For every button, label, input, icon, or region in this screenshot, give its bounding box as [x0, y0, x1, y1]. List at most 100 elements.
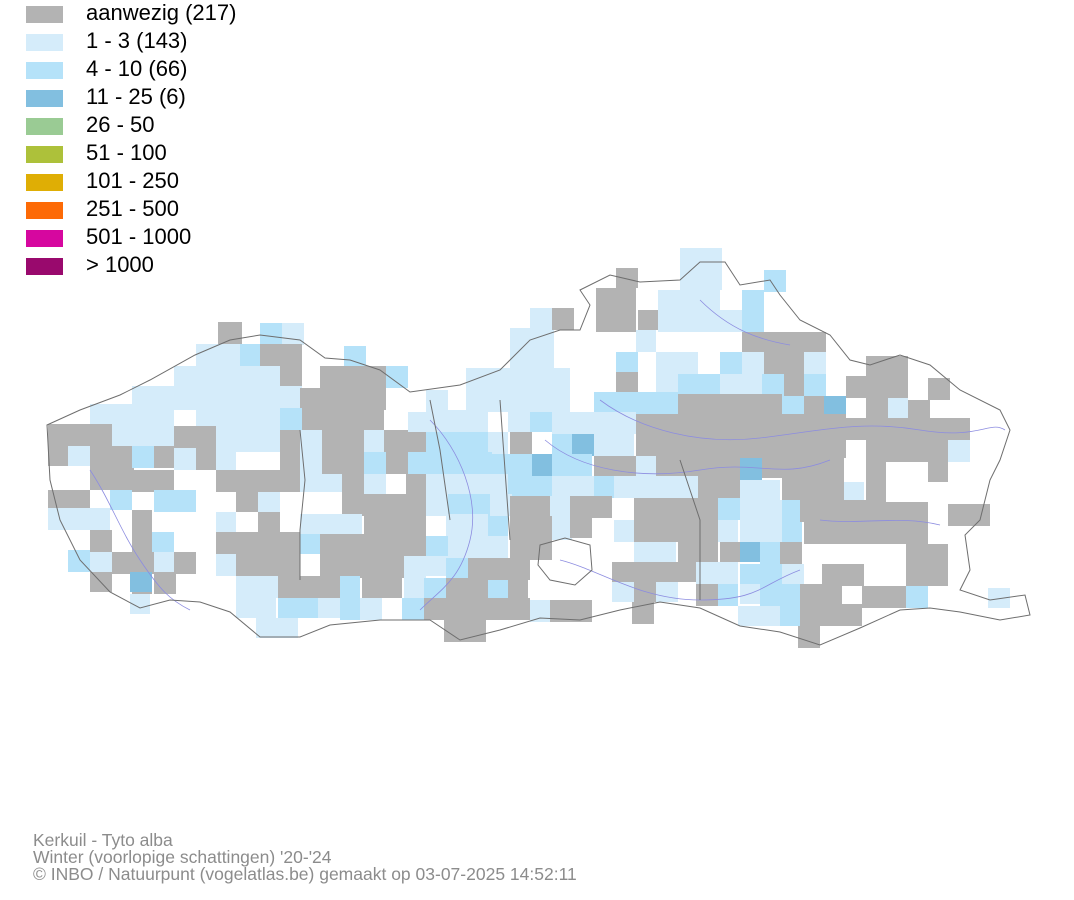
grid-cell — [782, 396, 804, 418]
grid-cell — [740, 458, 762, 480]
grid-cell — [488, 536, 508, 558]
grid-cell — [634, 498, 718, 542]
grid-cell — [616, 268, 638, 288]
legend-swatch-101-250 — [26, 174, 63, 191]
grid-cell — [596, 288, 636, 332]
legend-label-101-250: 101 - 250 — [86, 168, 179, 193]
legend-swatch-1000-plus — [26, 258, 63, 275]
grid-cell — [530, 600, 550, 622]
grid-cell — [342, 494, 426, 516]
grid-cell — [408, 452, 430, 474]
grid-cell — [300, 474, 342, 492]
grid-cell — [426, 390, 448, 410]
grid-cell — [468, 474, 488, 496]
grid-cell — [256, 618, 298, 638]
grid-cell — [236, 576, 278, 598]
grid-cell — [572, 434, 594, 456]
grid-cell — [320, 534, 404, 556]
grid-cell — [616, 372, 638, 394]
grid-cell — [154, 446, 176, 468]
grid-cell — [236, 490, 258, 512]
grid-cell — [928, 378, 950, 400]
grid-cell — [364, 474, 386, 496]
grid-cell — [490, 454, 532, 476]
grid-cell — [696, 584, 718, 606]
grid-cell — [448, 494, 490, 516]
grid-cell — [948, 440, 970, 462]
grid-cell — [446, 558, 468, 580]
grid-cell — [616, 352, 638, 374]
grid-cell — [678, 374, 720, 396]
grid-cell — [510, 496, 550, 518]
grid-cell — [508, 580, 528, 600]
grid-cell — [906, 586, 928, 608]
province-border — [499, 399, 511, 541]
grid-cell — [804, 522, 928, 544]
grid-cell — [342, 474, 364, 496]
grid-cell — [362, 576, 402, 598]
grid-cell — [928, 460, 948, 482]
grid-cell — [364, 452, 386, 474]
grid-cell — [132, 470, 174, 492]
grid-cell — [822, 564, 864, 586]
grid-cell — [300, 534, 322, 554]
grid-cell — [594, 476, 614, 498]
grid-cell — [260, 323, 282, 345]
grid-cell — [718, 584, 738, 606]
grid-cell — [236, 598, 276, 618]
grid-cell — [718, 520, 738, 542]
copyright-credit: © INBO / Natuurpunt (vogelatlas.be) gema… — [33, 864, 577, 884]
grid-cell — [68, 550, 90, 572]
grid-cell — [408, 412, 428, 432]
grid-cell — [110, 490, 132, 510]
grid-cell — [552, 518, 572, 540]
grid-cell — [988, 588, 1010, 608]
grid-cell — [824, 396, 846, 418]
legend-swatch-501-1000 — [26, 230, 63, 247]
legend-swatch-4-10 — [26, 62, 63, 79]
grid-cell — [112, 552, 154, 574]
grid-cell — [300, 514, 362, 536]
grid-cell — [154, 490, 174, 512]
grid-cell — [174, 490, 196, 512]
grid-cell — [800, 604, 862, 626]
grid-cell — [782, 458, 844, 480]
grid-cell — [386, 452, 408, 474]
grid-cell — [488, 432, 508, 454]
grid-cell — [90, 530, 112, 552]
grid-cell — [404, 556, 448, 576]
grid-cell — [196, 448, 216, 470]
grid-cell — [508, 476, 552, 496]
grid-cell — [804, 396, 824, 418]
grid-cell — [530, 308, 552, 330]
grid-cell — [762, 456, 782, 478]
legend-label-26-50: 26 - 50 — [86, 112, 155, 137]
grid-cell — [130, 594, 150, 614]
grid-cell — [632, 602, 654, 624]
grid-cell — [906, 544, 948, 586]
grid-cell — [424, 578, 446, 600]
grid-cell — [426, 410, 488, 432]
grid-cell — [510, 328, 554, 370]
grid-cell — [340, 576, 360, 598]
grid-cell — [740, 564, 782, 586]
grid-cell — [240, 344, 260, 366]
grid-cell — [280, 408, 302, 430]
grid-cell — [488, 516, 508, 538]
grid-cell — [740, 584, 760, 604]
grid-cell — [446, 598, 530, 620]
legend-swatch-26-50 — [26, 118, 63, 135]
flanders-border — [46, 261, 1031, 646]
grid-cell — [638, 310, 658, 330]
grid-cell — [468, 558, 530, 580]
grid-cell — [174, 426, 216, 448]
grid-cell — [112, 424, 132, 446]
grid-cell — [552, 308, 574, 330]
grid-cell — [258, 492, 280, 512]
grid-cell — [364, 514, 426, 536]
grid-cell — [720, 352, 742, 374]
grid-cell — [594, 392, 678, 414]
grid-cell — [740, 542, 760, 562]
legend-label-51-100: 51 - 100 — [86, 140, 167, 165]
province-border — [299, 429, 306, 580]
